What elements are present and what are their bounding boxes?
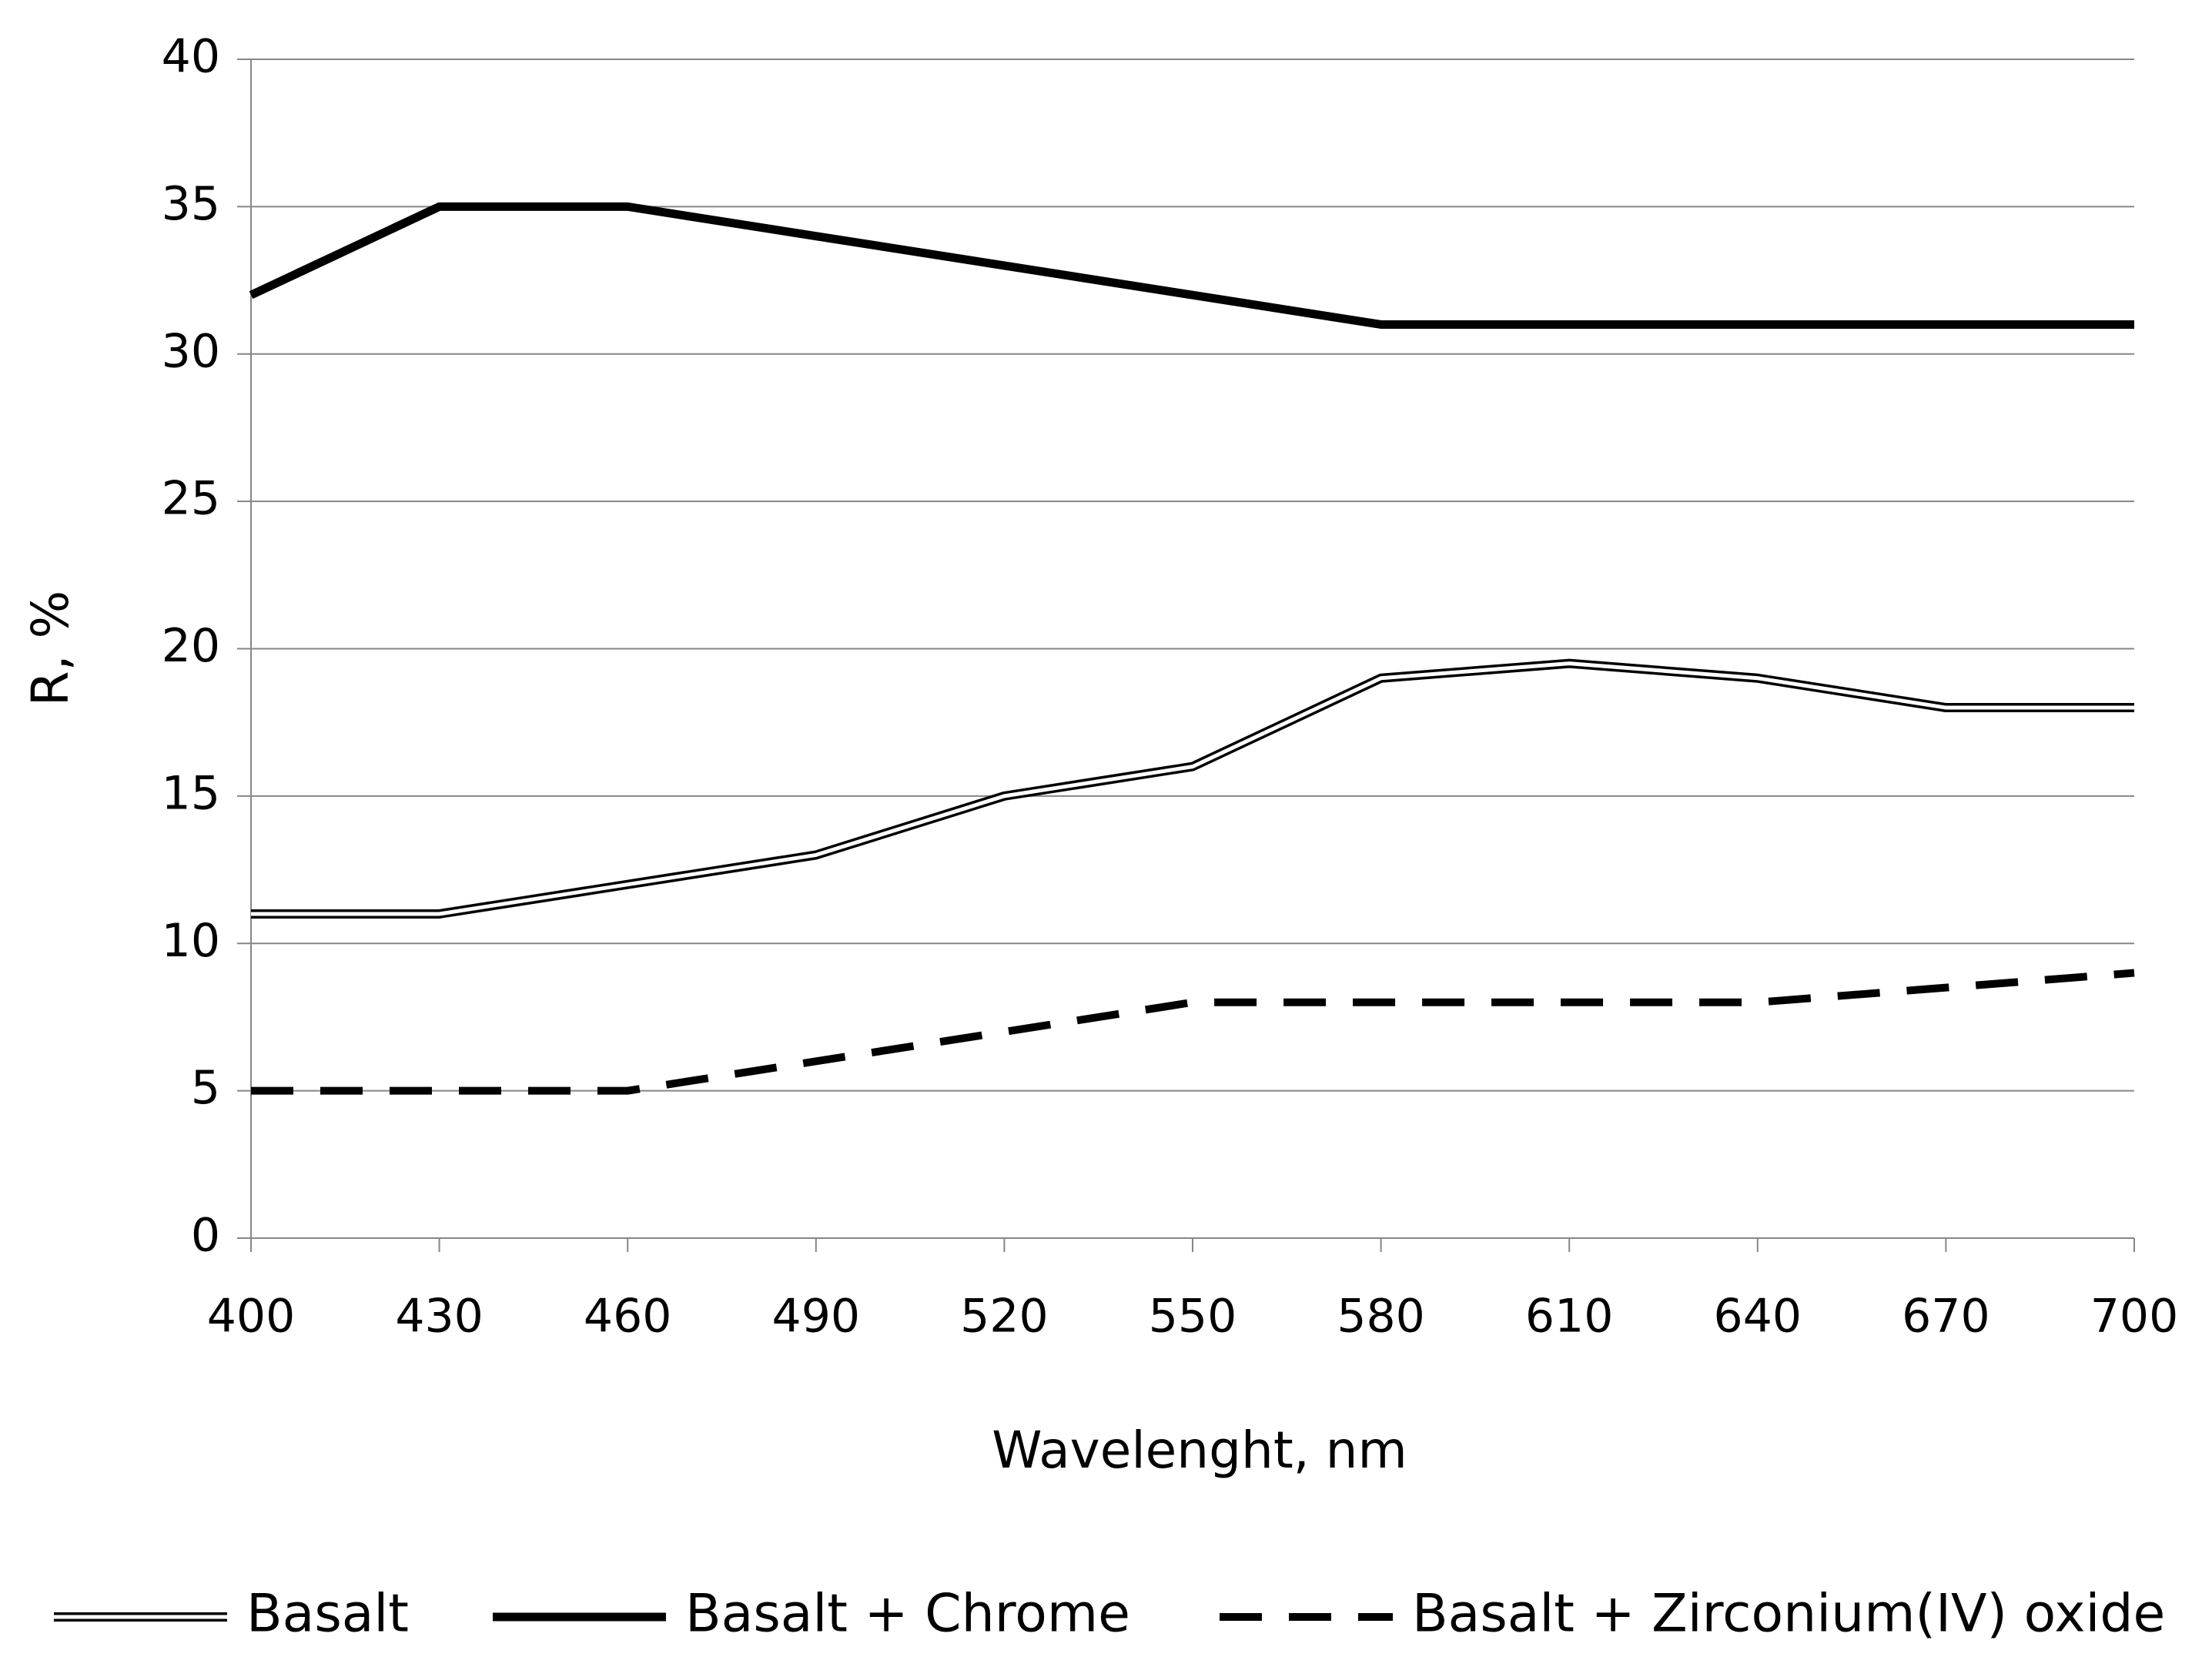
x-tick-label: 460 [584,1290,672,1344]
legend-text: Basalt [246,1584,409,1645]
y-tick-label: 20 [162,619,220,673]
x-tick-label: 400 [207,1290,296,1344]
x-tick-label: 490 [772,1290,861,1344]
y-axis-title: R, % [21,591,80,707]
y-tick-label: 5 [191,1061,220,1115]
y-tick-label: 10 [162,914,220,968]
y-tick-label: 25 [162,472,220,526]
series-line [251,969,2135,1095]
y-tick-label: 40 [162,30,220,84]
series-line [249,202,2134,329]
x-axis-title: Wavelenght, nm [992,1421,1407,1480]
x-tick-label: 430 [395,1290,484,1344]
series-line [251,661,2134,916]
x-tick-label: 550 [1149,1290,1237,1344]
x-tick-label: 670 [1902,1290,1990,1344]
x-tick-label: 700 [2090,1290,2179,1344]
x-tick-label: 520 [960,1290,1049,1344]
x-tick-label: 580 [1337,1290,1425,1344]
legend-text: Basalt + Chrome [685,1584,1130,1645]
x-tick-label: 640 [1714,1290,1802,1344]
x-tick-label: 610 [1525,1290,1614,1344]
legend-text: Basalt + Zirconium(IV) oxide [1412,1584,2165,1645]
y-tick-label: 35 [162,177,220,231]
y-tick-label: 30 [162,324,220,378]
series-line [251,658,2134,919]
y-tick-label: 0 [191,1209,220,1263]
y-tick-label: 15 [162,766,220,820]
